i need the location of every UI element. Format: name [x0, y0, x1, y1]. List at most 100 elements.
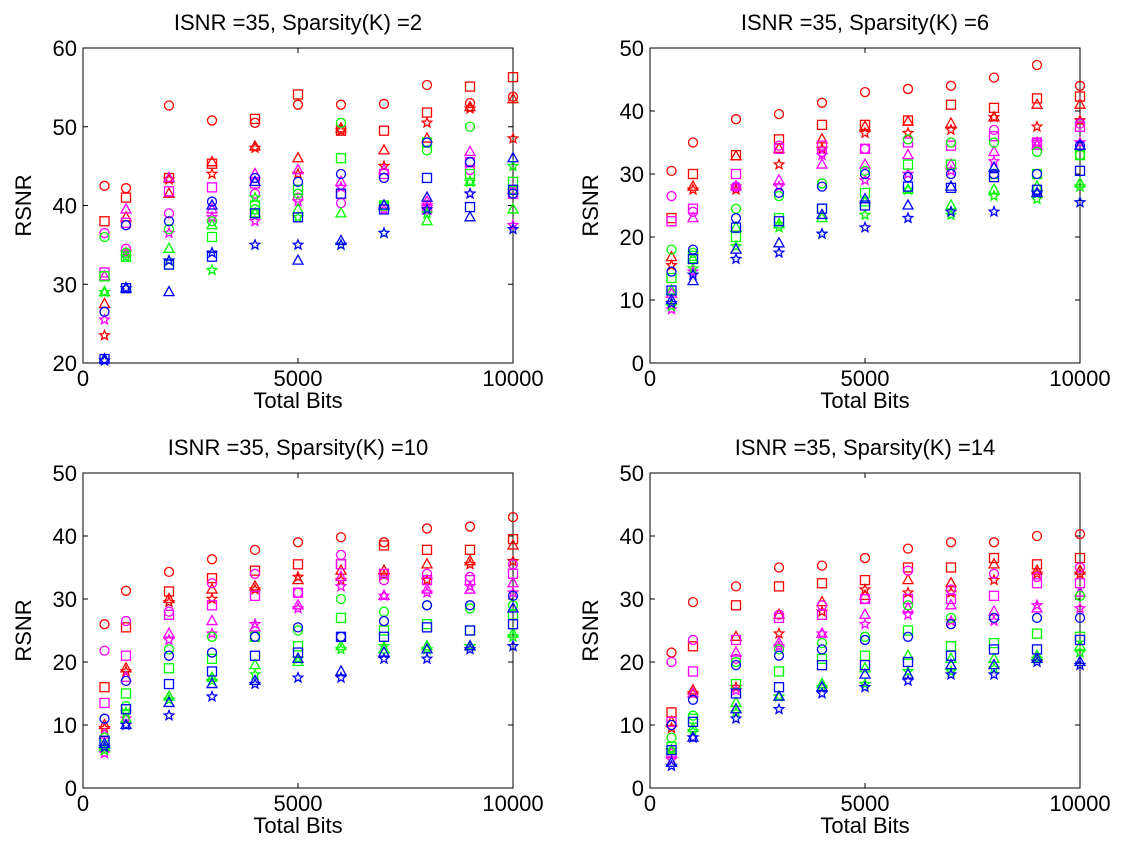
- data-point: [902, 625, 914, 636]
- data-point: [816, 97, 828, 108]
- data-point: [859, 552, 871, 564]
- data-point: [464, 625, 476, 636]
- data-point: [772, 636, 786, 648]
- data-point: [335, 532, 347, 543]
- data-point: [1073, 97, 1087, 109]
- data-point: [334, 579, 348, 592]
- data-point: [944, 205, 958, 218]
- data-point: [901, 148, 915, 160]
- data-point: [858, 126, 872, 139]
- data-point: [686, 686, 700, 698]
- data-point: [944, 664, 958, 677]
- y-tick-label: 0: [632, 351, 644, 376]
- data-point: [665, 293, 678, 305]
- data-point: [378, 540, 390, 551]
- series-9: [99, 117, 519, 258]
- data-point: [378, 615, 390, 627]
- data-point: [420, 214, 434, 226]
- data-point: [421, 622, 433, 633]
- y-tick-label: 20: [620, 650, 644, 675]
- series-12: [665, 645, 1087, 756]
- data-point: [206, 251, 218, 262]
- data-point: [162, 693, 176, 706]
- data-point: [421, 107, 433, 118]
- data-point: [902, 134, 914, 145]
- data-point: [163, 186, 175, 197]
- data-point: [665, 743, 678, 756]
- y-tick-label: 40: [53, 194, 77, 219]
- data-point: [378, 568, 390, 579]
- data-point: [99, 306, 110, 317]
- data-point: [1031, 578, 1043, 589]
- data-point: [901, 183, 915, 196]
- data-point: [335, 168, 347, 180]
- y-tick-label: 40: [620, 524, 644, 549]
- data-point: [506, 626, 520, 638]
- data-point: [666, 272, 677, 284]
- data-point: [816, 178, 828, 189]
- y-tick-label: 40: [620, 99, 644, 124]
- series-5: [99, 164, 519, 254]
- series-1: [99, 511, 519, 630]
- data-point: [987, 652, 1001, 663]
- data-point: [988, 171, 1000, 183]
- data-point: [816, 644, 828, 655]
- series-11: [98, 626, 520, 752]
- data-point: [858, 220, 872, 234]
- data-point: [334, 671, 348, 684]
- data-point: [463, 642, 477, 655]
- data-point: [987, 110, 1001, 122]
- data-point: [99, 645, 110, 656]
- subplot-1: ISNR =35, Sparsity(K) =2 0 5000 10000 20 30 40…: [11, 10, 544, 413]
- data-point: [729, 179, 743, 193]
- data-point: [687, 634, 699, 646]
- data-point: [292, 622, 304, 633]
- data-point: [987, 667, 1001, 681]
- data-point: [772, 639, 786, 652]
- data-point: [901, 211, 915, 224]
- data-point: [420, 639, 434, 651]
- data-point: [506, 92, 520, 104]
- data-point: [162, 253, 176, 267]
- data-point: [98, 328, 111, 341]
- data-point: [292, 587, 304, 598]
- data-point: [99, 180, 110, 191]
- x-tick-label: 0: [644, 366, 656, 391]
- data-point: [902, 565, 914, 576]
- data-point: [377, 639, 391, 652]
- data-point: [119, 202, 133, 214]
- data-point: [378, 631, 390, 642]
- data-point: [248, 141, 262, 154]
- data-point: [730, 168, 742, 180]
- data-point: [421, 544, 433, 556]
- data-point: [988, 124, 1000, 136]
- x-tick-label: 10000: [482, 366, 543, 391]
- data-point: [119, 246, 133, 259]
- data-point: [988, 552, 1000, 564]
- data-point: [421, 79, 433, 91]
- series-4: [98, 554, 520, 734]
- data-point: [335, 549, 347, 561]
- data-point: [98, 737, 111, 749]
- data-point: [463, 639, 477, 652]
- data-point: [120, 688, 132, 699]
- data-point: [815, 686, 829, 699]
- data-point: [816, 609, 828, 620]
- data-point: [206, 653, 218, 664]
- data-point: [858, 173, 872, 186]
- data-point: [772, 626, 786, 640]
- series-6: [99, 559, 519, 709]
- series-15: [98, 151, 520, 364]
- data-point: [666, 216, 677, 227]
- data-point: [249, 200, 261, 211]
- data-point: [666, 266, 677, 277]
- data-point: [334, 121, 348, 133]
- data-point: [1074, 634, 1086, 646]
- data-point: [120, 192, 132, 203]
- data-point: [773, 143, 785, 154]
- data-point: [773, 216, 785, 227]
- series-1: [666, 528, 1086, 658]
- data-point: [665, 759, 678, 772]
- data-point: [163, 100, 175, 111]
- data-point: [901, 648, 915, 660]
